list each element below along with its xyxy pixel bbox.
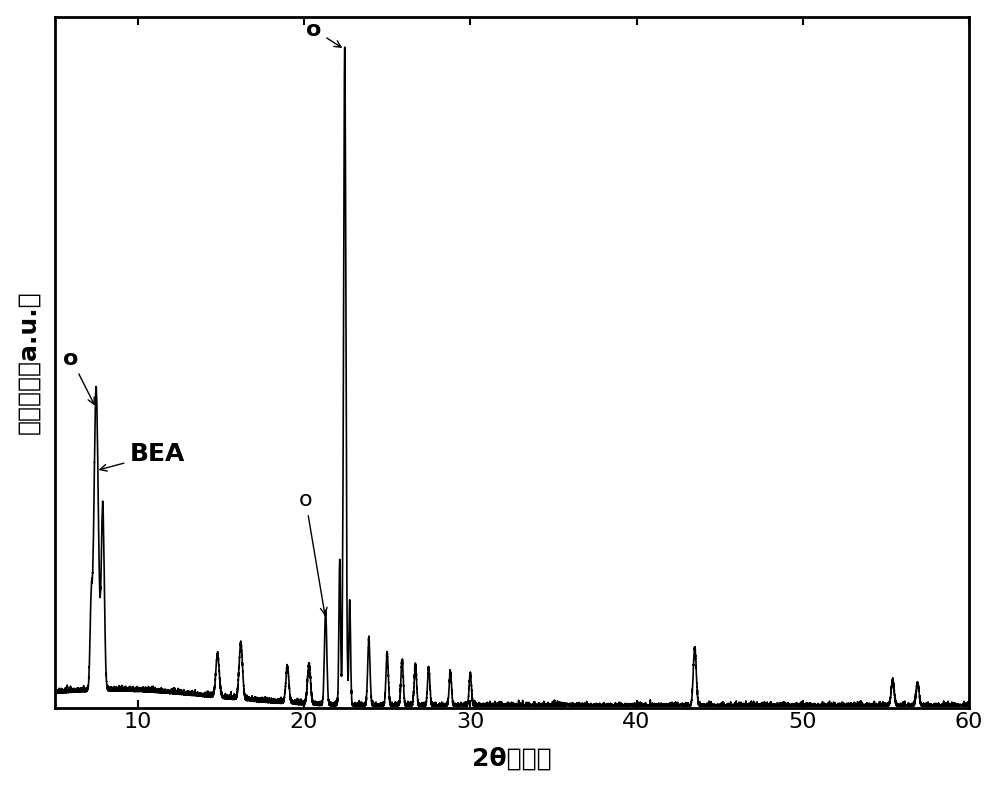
- Text: BEA: BEA: [100, 442, 185, 471]
- Text: o: o: [306, 20, 341, 47]
- Text: o: o: [63, 349, 94, 405]
- Y-axis label: 相对强度（a.u.）: 相对强度（a.u.）: [17, 290, 41, 434]
- Text: o: o: [299, 490, 327, 615]
- X-axis label: 2θ（度）: 2θ（度）: [472, 746, 552, 770]
